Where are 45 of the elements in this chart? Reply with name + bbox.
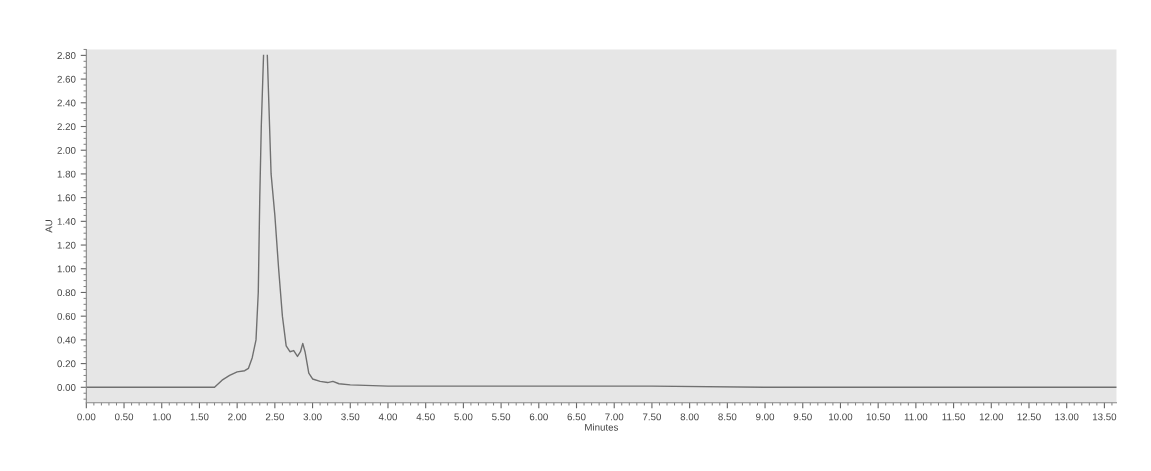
x-tick-label: 2.00 — [228, 413, 247, 421]
x-tick-label: 11.50 — [942, 413, 965, 421]
y-tick-label: 2.40 — [57, 99, 76, 107]
x-tick-label: 13.50 — [1092, 413, 1117, 421]
x-tick-label: 9.00 — [756, 413, 775, 421]
y-tick-label: 2.80 — [57, 52, 76, 59]
x-tick-label: 6.50 — [567, 413, 586, 421]
x-tick-label: 7.50 — [642, 413, 662, 421]
x-tick-label: 12.00 — [979, 413, 1004, 421]
x-tick-label: 12.50 — [1017, 413, 1041, 421]
x-tick-label: 11.00 — [904, 413, 928, 421]
x-tick-label: 4.00 — [378, 413, 398, 421]
x-tick-label: 8.00 — [680, 413, 699, 421]
x-axis-title: Minutes — [585, 423, 619, 431]
x-tick-label: 10.50 — [866, 413, 890, 421]
x-tick-label: 5.50 — [492, 413, 511, 421]
y-tick-label: 1.00 — [57, 265, 76, 273]
x-tick-label: 9.50 — [793, 413, 812, 421]
y-tick-label: 1.40 — [57, 218, 76, 225]
x-tick-label: 0.00 — [77, 413, 96, 421]
y-tick-label: 0.60 — [57, 312, 76, 320]
x-tick-label: 4.50 — [416, 413, 435, 421]
x-tick-label: 10.00 — [829, 413, 853, 421]
x-tick-label: 1.50 — [190, 413, 209, 421]
x-tick-label: 5.00 — [454, 413, 473, 421]
y-tick-label: 2.20 — [57, 123, 76, 131]
x-tick-label: 2.50 — [265, 413, 284, 421]
y-tick-label: 0.00 — [57, 384, 76, 391]
x-tick-label: 1.00 — [153, 413, 171, 421]
y-axis-title: AU — [45, 220, 53, 233]
y-tick-label: 1.20 — [57, 241, 76, 249]
y-tick-label: 0.40 — [57, 336, 76, 344]
x-tick-label: 13.00 — [1055, 413, 1079, 421]
y-tick-label: 0.20 — [57, 360, 76, 368]
y-tick-label: 0.80 — [57, 289, 76, 297]
y-tick-label: 2.00 — [57, 146, 76, 154]
x-tick-label: 3.00 — [303, 413, 322, 421]
y-tick-label: 1.80 — [57, 170, 76, 178]
y-tick-label: 2.60 — [57, 75, 76, 83]
x-tick-label: 0.50 — [114, 413, 134, 421]
x-tick-label: 8.50 — [718, 413, 737, 421]
x-tick-label: 6.00 — [529, 413, 548, 421]
y-tick-label: 1.60 — [57, 194, 76, 202]
x-tick-label: 7.00 — [605, 413, 624, 421]
x-tick-label: 3.50 — [341, 413, 360, 421]
